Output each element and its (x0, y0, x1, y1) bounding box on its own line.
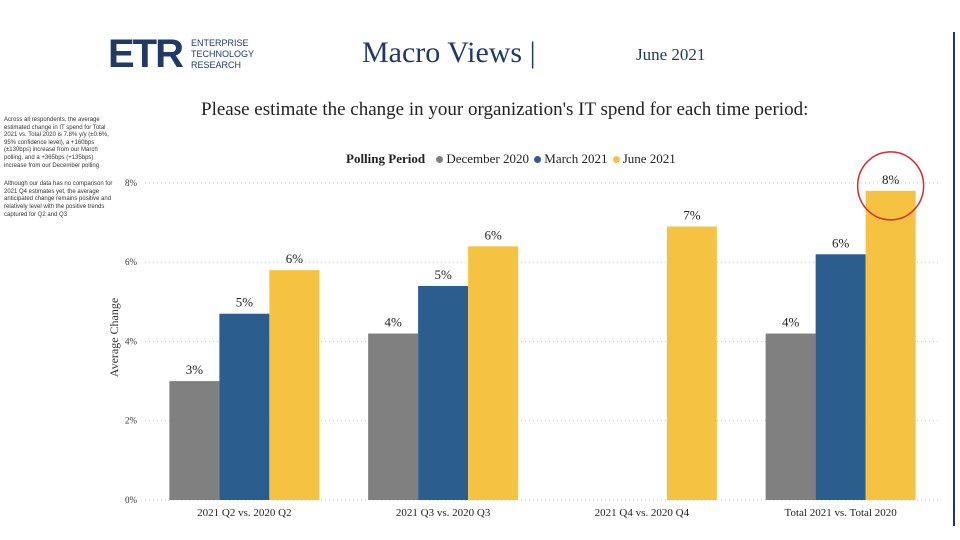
logo-line-1: ENTERPRISE (191, 38, 249, 48)
logo-wordmark: ENTERPRISE TECHNOLOGY RESEARCH (191, 38, 254, 71)
bar-value-label: 6% (832, 235, 850, 250)
bar-value-label: 7% (683, 208, 701, 223)
bar-value-label: 8% (882, 172, 900, 187)
logo-mark: ETR (108, 32, 184, 76)
bar (269, 270, 320, 500)
x-tick-label: 2021 Q2 vs. 2020 Q2 (197, 507, 291, 519)
x-tick-label: Total 2021 vs. Total 2020 (785, 507, 898, 519)
bar (865, 190, 916, 501)
y-tick-label: 0% (125, 495, 138, 505)
bar (418, 285, 469, 500)
y-tick-label: 8% (125, 178, 138, 188)
legend-title: Polling Period (346, 151, 426, 166)
sidebar-paragraph-1: Across all respondents, the average esti… (4, 117, 109, 169)
bar-value-label: 5% (434, 267, 452, 282)
right-divider (953, 32, 955, 526)
bar-value-label: 5% (236, 295, 254, 310)
bar (765, 333, 816, 500)
bar (219, 313, 270, 500)
chart-title: Please estimate the change in your organ… (201, 99, 809, 120)
y-axis-label: Average Change (107, 298, 121, 377)
legend-swatch-december-2020 (436, 156, 444, 164)
legend-swatch-march-2021 (534, 156, 542, 164)
y-tick-label: 4% (125, 336, 138, 346)
bar-value-label: 4% (782, 315, 800, 330)
bar (368, 333, 419, 500)
legend-label-march-2021: March 2021 (544, 151, 608, 166)
bar-value-label: 6% (484, 227, 502, 242)
bar-value-label: 6% (286, 251, 304, 266)
bar (666, 226, 717, 500)
sidebar-paragraph-2: Although our data has no comparison for … (4, 181, 113, 218)
x-tick-label: 2021 Q4 vs. 2020 Q4 (595, 507, 690, 519)
y-tick-label: 2% (125, 416, 138, 426)
etr-logo: ETR ENTERPRISE TECHNOLOGY RESEARCH (108, 34, 278, 74)
legend-swatch-june-2021 (612, 156, 620, 164)
x-tick-label: 2021 Q3 vs. 2020 Q3 (396, 507, 491, 519)
page-title: Macro Views | (362, 36, 536, 69)
legend-label-december-2020: December 2020 (446, 151, 530, 166)
sidebar-notes: Across all respondents, the average esti… (4, 117, 114, 230)
bar-value-label: 4% (384, 315, 402, 330)
page-date: June 2021 (636, 45, 706, 64)
chart-legend: Polling Period December 2020 March 2021 … (346, 151, 676, 167)
bar (169, 381, 220, 500)
legend-label-june-2021: June 2021 (622, 151, 676, 166)
logo-line-2: TECHNOLOGY (191, 49, 255, 59)
logo-line-3: RESEARCH (191, 60, 242, 70)
y-tick-label: 6% (125, 257, 138, 267)
bar (815, 254, 866, 500)
highlight-circle (856, 151, 925, 221)
bar-value-label: 3% (186, 362, 204, 377)
bar (468, 246, 519, 500)
